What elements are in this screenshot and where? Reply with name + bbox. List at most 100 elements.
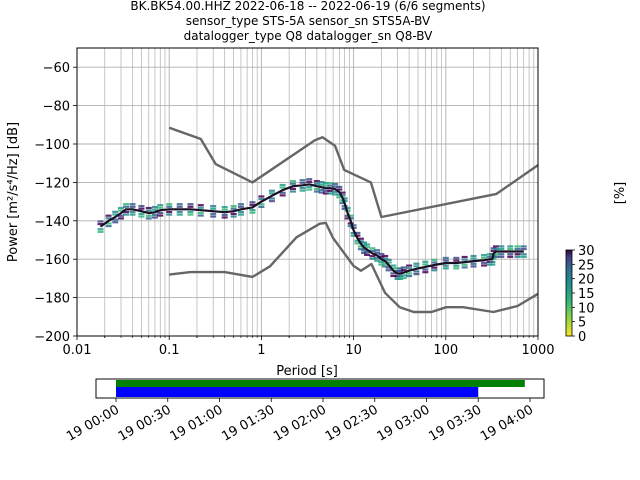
psd-density-cell <box>237 213 244 216</box>
psd-density-cell <box>97 222 104 226</box>
psd-density-cell <box>138 212 145 215</box>
psd-density-cell <box>507 247 514 251</box>
colorbar-gradient <box>565 249 573 337</box>
psd-density-cell <box>197 204 204 207</box>
psd-density-cell <box>481 253 488 257</box>
psd-density-cell <box>176 205 183 208</box>
psd-density-cell <box>390 272 397 275</box>
coverage-tick-label: 19 01:00 <box>168 402 226 444</box>
psd-density-cell <box>151 216 158 219</box>
psd-density-cell <box>350 232 357 235</box>
psd-density-cell <box>400 274 407 277</box>
psd-density-cell <box>332 190 339 193</box>
psd-density-cell <box>117 209 124 212</box>
psd-density-cell <box>197 206 204 209</box>
psd-density-cell <box>105 217 112 220</box>
psd-density-cell <box>520 253 527 256</box>
psd-density-cell <box>249 211 256 214</box>
psd-density-cell <box>313 190 320 193</box>
psd-density-cell <box>249 208 256 212</box>
psd-density-cell <box>364 251 371 254</box>
y-tick-label: −200 <box>34 330 70 345</box>
psd-density-cell <box>390 274 397 278</box>
x-tick-label: 0.1 <box>159 343 180 358</box>
psd-density-cell <box>97 230 104 233</box>
psd-density-cell <box>382 254 389 258</box>
psd-density-cell <box>230 205 237 208</box>
psd-density-cell <box>151 208 158 211</box>
psd-density-cell <box>374 249 381 252</box>
psd-density-cell <box>357 240 364 243</box>
psd-density-cell <box>442 259 449 262</box>
psd-density-cell <box>385 269 392 272</box>
y-tick-label: −80 <box>43 100 70 115</box>
x-tick-label: 10 <box>345 343 362 358</box>
psd-density-cell <box>369 247 376 250</box>
psd-density-cell <box>361 249 368 252</box>
psd-density-cell <box>299 186 306 190</box>
psd-density-cell <box>157 206 164 209</box>
psd-density-cell <box>520 247 527 251</box>
psd-density-cell <box>306 188 313 191</box>
psd-density-cell <box>406 274 413 278</box>
psd-density-cell <box>492 245 499 248</box>
psd-density-cell <box>492 253 499 256</box>
psd-density-cell <box>258 205 265 208</box>
psd-density-cell <box>197 214 204 217</box>
psd-density-cell <box>187 203 194 206</box>
psd-density-cell <box>406 264 413 267</box>
psd-density-cell <box>498 253 505 256</box>
colorbar-tick-label: 15 <box>578 287 595 302</box>
psd-density-cell <box>210 212 217 215</box>
psd-density-cell <box>390 267 397 270</box>
psd-density-cell <box>289 180 296 183</box>
x-axis-ticks: 0.01 0.1 1 10 100 1000 <box>63 336 555 358</box>
psd-density-cell <box>400 276 407 280</box>
psd-density-cell <box>413 262 420 265</box>
psd-density-cell <box>354 231 361 235</box>
colorbar-tick-label: 25 <box>578 258 595 273</box>
psd-density-cell <box>230 207 237 210</box>
psd-density-cell <box>268 197 275 200</box>
psd-density-cell <box>498 247 505 251</box>
coverage-tick-label: 19 02:30 <box>323 402 381 444</box>
psd-density-cell <box>350 234 357 237</box>
y-tick-label: −180 <box>34 292 70 307</box>
psd-density-cell <box>492 247 499 251</box>
psd-density-cell <box>378 260 385 263</box>
psd-density-cell <box>97 220 104 223</box>
psd-density-cell <box>268 192 275 195</box>
psd-density-cell <box>313 182 320 185</box>
grid-lines <box>76 48 538 337</box>
psd-density-cell <box>268 189 275 192</box>
psd-density-cell <box>145 217 152 220</box>
psd-density-cell <box>369 255 376 258</box>
psd-density-cell <box>382 257 389 260</box>
psd-density-cell <box>279 183 286 187</box>
psd-density-cell <box>129 213 136 216</box>
psd-density-cell <box>498 245 505 248</box>
psd-density-cell <box>470 265 477 268</box>
data-available-bar <box>116 380 525 387</box>
y-axis-ticks: −200 −180 −160 −140 −120 −100 −80 −60 <box>34 61 77 345</box>
psd-density-cell <box>336 196 343 199</box>
psd-density-cell <box>221 205 228 209</box>
psd-density-cell <box>336 188 343 191</box>
psd-density-cell <box>327 184 334 187</box>
psd-density-cell <box>299 179 306 182</box>
psd-density-cell <box>369 249 376 253</box>
psd-density-cell <box>129 203 136 206</box>
psd-density-cell <box>151 205 158 209</box>
psd-density-cell <box>470 262 477 265</box>
colorbar-tick-label: 20 <box>578 273 595 288</box>
psd-density-cell <box>385 258 392 261</box>
psd-density-cell <box>354 242 361 245</box>
psd-density-cell <box>354 239 361 242</box>
psd-density-cell <box>431 269 438 272</box>
psd-density-cell <box>237 203 244 206</box>
psd-density-cell <box>327 192 334 195</box>
psd-density-cell <box>453 259 460 262</box>
psd-density-cell <box>422 268 429 271</box>
